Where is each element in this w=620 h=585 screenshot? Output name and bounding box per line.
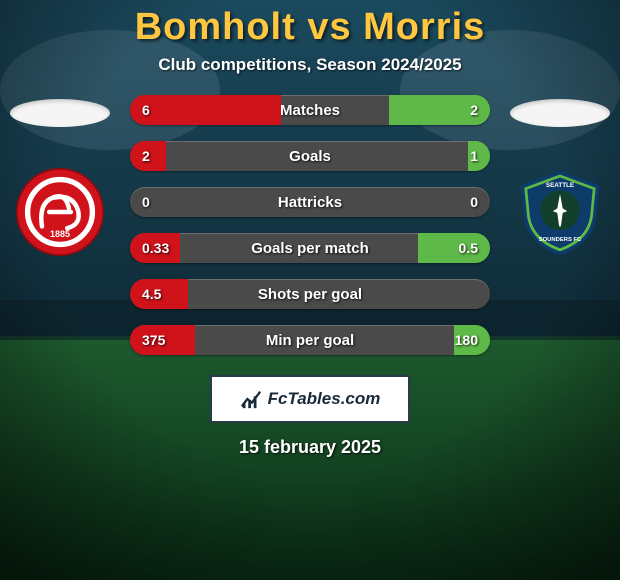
right-player-placeholder bbox=[510, 99, 610, 127]
stat-bar: Goals2 1 bbox=[130, 141, 490, 171]
subtitle: Club competitions, Season 2024/2025 bbox=[158, 55, 461, 75]
bar-value-left: 4.5 bbox=[142, 279, 161, 309]
stat-bar: Shots per goal4.5 bbox=[130, 279, 490, 309]
svg-text:SEATTLE: SEATTLE bbox=[546, 182, 574, 189]
bar-value-right: 0.5 bbox=[459, 233, 478, 263]
svg-text:SOUNDERS FC: SOUNDERS FC bbox=[539, 237, 582, 243]
stat-bar: Matches6 2 bbox=[130, 95, 490, 125]
bar-value-left: 0 bbox=[142, 187, 150, 217]
stats-bars: Matches62Goals21Hattricks00Goals per mat… bbox=[120, 95, 500, 355]
main-row: 1885 Matches62Goals21Hattricks00Goals pe… bbox=[0, 95, 620, 355]
brand-box[interactable]: FcTables.com bbox=[210, 375, 410, 423]
page-title: Bomholt vs Morris bbox=[135, 6, 486, 49]
left-crest: 1885 bbox=[15, 167, 105, 257]
bar-value-right: 0 bbox=[470, 187, 478, 217]
brand-label: FcTables.com bbox=[268, 389, 381, 409]
bar-value-left: 0.33 bbox=[142, 233, 169, 263]
stat-bar: Hattricks0 0 bbox=[130, 187, 490, 217]
chart-icon bbox=[240, 388, 262, 410]
bar-value-right: 1 bbox=[470, 141, 478, 171]
bar-value-right: 2 bbox=[470, 95, 478, 125]
brand: FcTables.com bbox=[240, 388, 381, 410]
date-label: 15 february 2025 bbox=[239, 437, 381, 458]
right-crest: SEATTLE SOUNDERS FC bbox=[515, 167, 605, 257]
stat-bar: Min per goal375 180 bbox=[130, 325, 490, 355]
bar-label: Shots per goal bbox=[130, 279, 490, 309]
bar-label: Matches bbox=[130, 95, 490, 125]
left-player-placeholder bbox=[10, 99, 110, 127]
bar-label: Hattricks bbox=[130, 187, 490, 217]
bar-value-left: 2 bbox=[142, 141, 150, 171]
bar-value-right: 180 bbox=[455, 325, 478, 355]
bar-value-left: 6 bbox=[142, 95, 150, 125]
svg-text:1885: 1885 bbox=[50, 229, 70, 239]
bar-label: Min per goal bbox=[130, 325, 490, 355]
right-side: SEATTLE SOUNDERS FC bbox=[500, 95, 620, 257]
bar-label: Goals per match bbox=[130, 233, 490, 263]
bar-label: Goals bbox=[130, 141, 490, 171]
bar-value-left: 375 bbox=[142, 325, 165, 355]
stat-bar: Goals per match0.33 0.5 bbox=[130, 233, 490, 263]
left-side: 1885 bbox=[0, 95, 120, 257]
